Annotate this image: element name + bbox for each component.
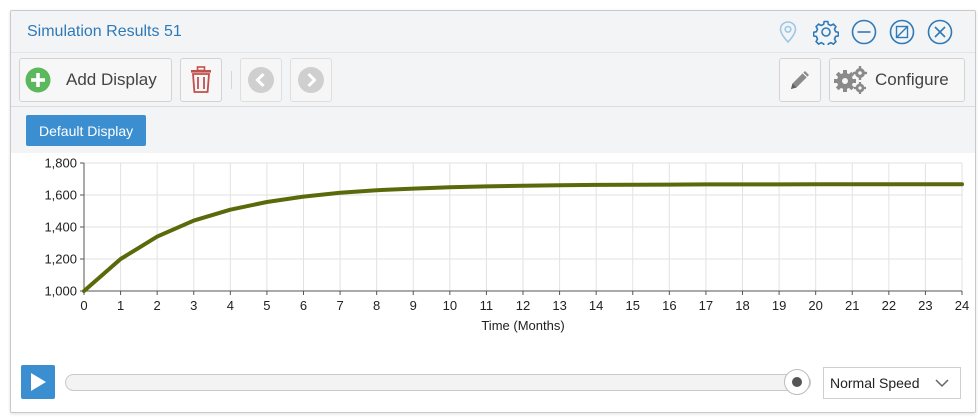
map-pin-icon[interactable] bbox=[775, 19, 801, 45]
toolbar: Add Display bbox=[11, 53, 975, 107]
tab-default-display[interactable]: Default Display bbox=[26, 115, 147, 146]
trash-icon bbox=[191, 66, 211, 93]
simulation-results-window: Simulation Results 51 bbox=[10, 10, 976, 413]
x-tick-label: 4 bbox=[227, 298, 234, 313]
close-icon[interactable] bbox=[927, 19, 953, 45]
x-axis-label: Time (Months) bbox=[481, 318, 564, 333]
x-tick-label: 0 bbox=[80, 298, 87, 313]
timeline-slider-handle[interactable] bbox=[784, 369, 810, 395]
speed-select[interactable]: Normal Speed bbox=[823, 367, 961, 399]
x-tick-label: 1 bbox=[117, 298, 124, 313]
pencil-icon bbox=[791, 71, 809, 89]
x-tick-label: 23 bbox=[918, 298, 932, 313]
x-tick-label: 5 bbox=[263, 298, 270, 313]
x-tick-label: 21 bbox=[845, 298, 859, 313]
x-tick-label: 6 bbox=[300, 298, 307, 313]
gear-icon[interactable] bbox=[813, 19, 839, 45]
x-tick-label: 14 bbox=[589, 298, 603, 313]
play-icon bbox=[31, 373, 46, 391]
x-tick-label: 11 bbox=[480, 298, 494, 313]
x-tick-label: 22 bbox=[882, 298, 896, 313]
chevron-right-icon bbox=[298, 67, 324, 93]
y-tick-label: 1,800 bbox=[44, 156, 77, 171]
x-tick-label: 18 bbox=[735, 298, 749, 313]
x-tick-label: 24 bbox=[955, 298, 969, 313]
y-tick-label: 1,400 bbox=[44, 220, 77, 235]
next-button[interactable] bbox=[290, 58, 332, 102]
playback-bar: Normal Speed bbox=[11, 361, 975, 411]
title-bar: Simulation Results 51 bbox=[11, 11, 975, 53]
x-tick-label: 8 bbox=[373, 298, 380, 313]
x-tick-label: 16 bbox=[662, 298, 676, 313]
results-line-chart: 0 1 2 3 4 5 6 7 8 9 10 11 12 13 14 15 16 17 18 19 20 21 22 23 24… bbox=[44, 156, 969, 334]
add-circle-icon bbox=[25, 67, 51, 93]
chart-axes bbox=[80, 162, 963, 295]
chevron-left-icon bbox=[248, 67, 274, 93]
x-tick-label: 12 bbox=[516, 298, 530, 313]
x-tick-label: 17 bbox=[699, 298, 713, 313]
restore-icon[interactable] bbox=[889, 19, 915, 45]
x-tick-label: 9 bbox=[410, 298, 417, 313]
x-tick-label: 15 bbox=[626, 298, 640, 313]
x-tick-label: 20 bbox=[808, 298, 822, 313]
x-tick-label: 13 bbox=[552, 298, 566, 313]
x-tick-label: 7 bbox=[336, 298, 343, 313]
configure-button[interactable]: Configure bbox=[829, 58, 965, 102]
configure-label: Configure bbox=[875, 70, 949, 89]
display-tabs: Default Display bbox=[11, 107, 975, 153]
play-button[interactable] bbox=[21, 365, 55, 399]
x-tick-label: 2 bbox=[154, 298, 161, 313]
chart-grid bbox=[83, 162, 963, 292]
speed-select-value: Normal Speed bbox=[830, 375, 920, 391]
window-title: Simulation Results 51 bbox=[27, 23, 182, 40]
chevron-down-icon bbox=[935, 379, 949, 388]
previous-button[interactable] bbox=[240, 58, 282, 102]
x-tick-label: 3 bbox=[190, 298, 197, 313]
x-tick-label: 10 bbox=[443, 298, 457, 313]
timeline-slider[interactable] bbox=[65, 369, 811, 395]
chart-series bbox=[82, 182, 964, 293]
y-tick-label: 1,200 bbox=[44, 252, 77, 267]
minus-circle-icon[interactable] bbox=[851, 19, 877, 45]
edit-button[interactable] bbox=[779, 58, 821, 102]
delete-button[interactable] bbox=[180, 58, 222, 102]
chart-tick-labels: 0 1 2 3 4 5 6 7 8 9 10 11 12 13 14 15 16 17 18 19 20 21 22 23 24… bbox=[44, 156, 969, 314]
gears-icon bbox=[834, 66, 867, 94]
toolbar-separator bbox=[231, 71, 232, 89]
add-display-button[interactable]: Add Display bbox=[19, 58, 172, 102]
series-line bbox=[82, 182, 964, 293]
y-tick-label: 1,000 bbox=[44, 284, 77, 299]
x-tick-label: 19 bbox=[772, 298, 786, 313]
add-display-label: Add Display bbox=[66, 70, 157, 89]
y-tick-label: 1,600 bbox=[44, 188, 77, 203]
